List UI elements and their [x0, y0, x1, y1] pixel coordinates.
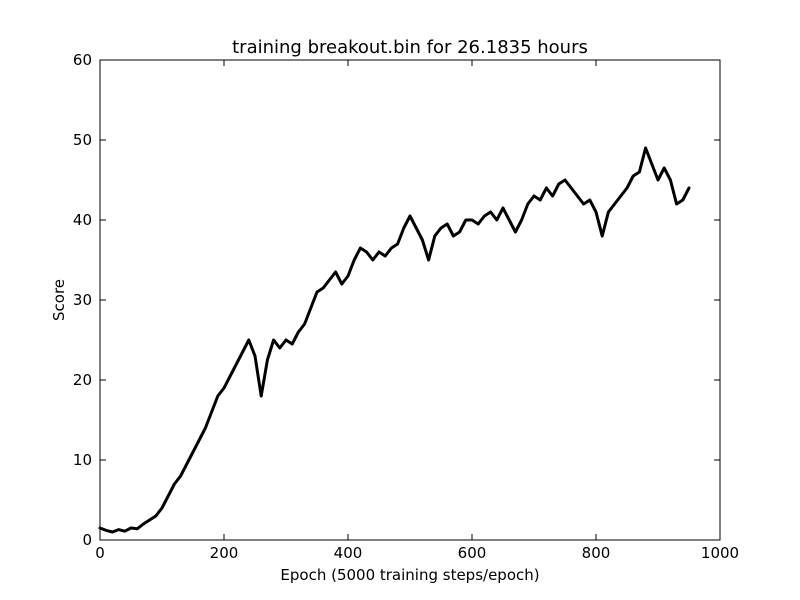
x-tick-label: 600 — [458, 544, 487, 562]
plot-frame — [99, 59, 721, 541]
tick-label-layer: 0 200 400 600 800 1000 0 10 20 30 40 50 60 — [73, 51, 739, 562]
x-tick-label: 0 — [95, 544, 105, 562]
y-axis-label: Score — [50, 279, 68, 321]
y-tick-label: 40 — [73, 211, 92, 229]
y-tick-label: 30 — [73, 291, 92, 309]
x-tick-label: 1000 — [701, 544, 739, 562]
x-tick-label: 800 — [582, 544, 611, 562]
series-line-score — [98, 146, 691, 534]
x-tick-label: 400 — [334, 544, 363, 562]
x-axis-label: Epoch (5000 training steps/epoch) — [280, 566, 539, 584]
y-tick-label: 0 — [82, 531, 92, 549]
y-tick-label: 20 — [73, 371, 92, 389]
y-tick-label: 50 — [73, 131, 92, 149]
x-tick-label: 200 — [210, 544, 239, 562]
y-tick-label: 60 — [73, 51, 92, 69]
chart-title: training breakout.bin for 26.1835 hours — [232, 37, 588, 58]
y-tick-label: 10 — [73, 451, 92, 469]
